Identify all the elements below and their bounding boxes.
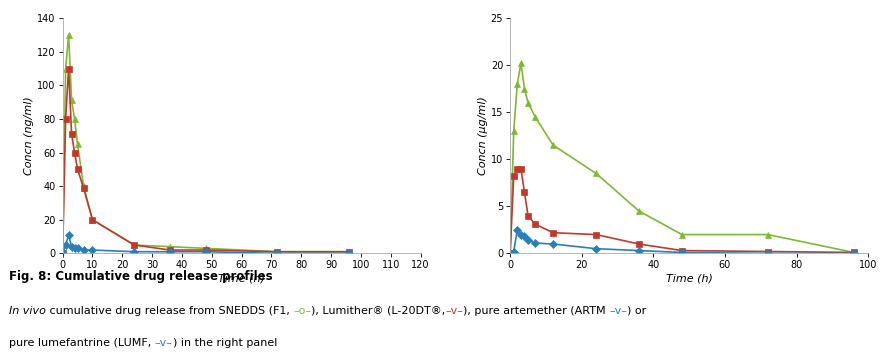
- X-axis label: Time (h): Time (h): [218, 273, 265, 283]
- Text: –v–: –v–: [445, 306, 463, 316]
- Text: pure lumefantrine (LUMF,: pure lumefantrine (LUMF,: [9, 338, 155, 349]
- Text: ), Lumither® (L-20DT®,: ), Lumither® (L-20DT®,: [311, 306, 445, 316]
- Text: –o–: –o–: [293, 306, 311, 316]
- Text: –v–: –v–: [609, 306, 627, 316]
- Text: cumulative drug release from SNEDDS (F1,: cumulative drug release from SNEDDS (F1,: [46, 306, 293, 316]
- Text: ) in the right panel: ) in the right panel: [173, 338, 276, 349]
- Y-axis label: Concn (ng/ml): Concn (ng/ml): [24, 96, 34, 175]
- Text: –v–: –v–: [155, 338, 173, 349]
- Text: ) or: ) or: [627, 306, 645, 316]
- Text: Fig. 8: Cumulative drug release profiles: Fig. 8: Cumulative drug release profiles: [9, 270, 273, 283]
- X-axis label: Time (h): Time (h): [665, 273, 712, 283]
- Y-axis label: Concn (μg/ml): Concn (μg/ml): [477, 96, 487, 175]
- Text: ), pure artemether (ARTM: ), pure artemether (ARTM: [463, 306, 609, 316]
- Text: In vivo: In vivo: [9, 306, 46, 316]
